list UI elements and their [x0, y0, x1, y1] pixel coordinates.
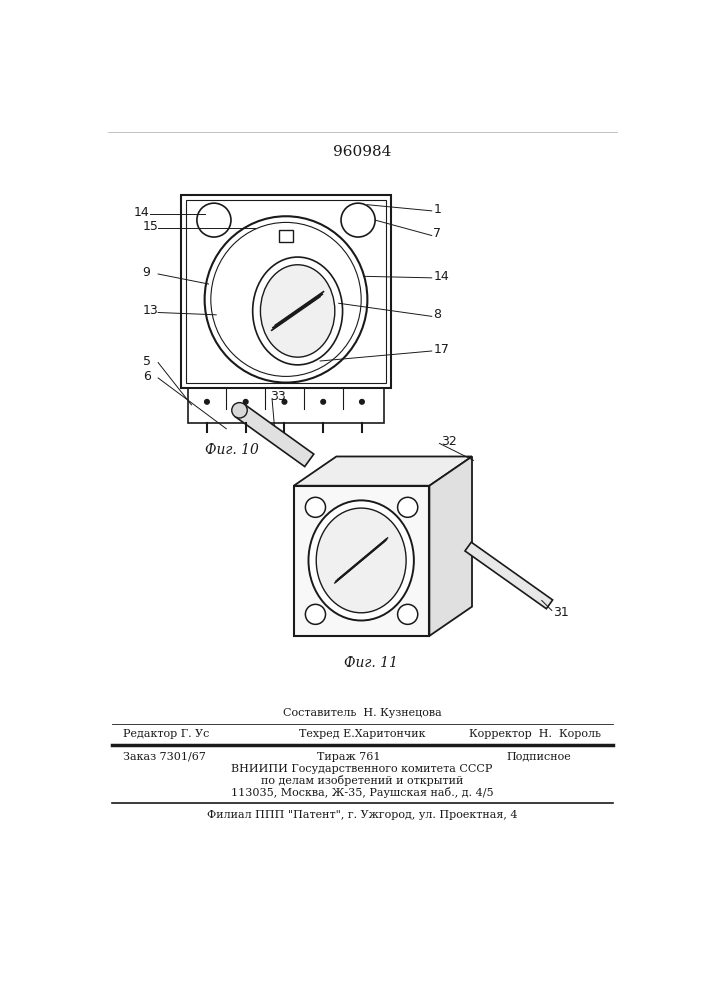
- Text: 31: 31: [554, 606, 569, 619]
- Bar: [187, 388, 385, 423]
- Text: 32: 32: [441, 435, 457, 448]
- Text: Филиал ППП "Патент", г. Ужгород, ул. Проектная, 4: Филиал ППП "Патент", г. Ужгород, ул. Про…: [206, 810, 518, 820]
- Circle shape: [397, 497, 418, 517]
- Polygon shape: [235, 404, 314, 467]
- Text: 14: 14: [433, 270, 449, 283]
- Circle shape: [232, 403, 247, 418]
- Text: по делам изобретений и открытий: по делам изобретений и открытий: [261, 775, 463, 786]
- Circle shape: [204, 400, 209, 404]
- Text: 960984: 960984: [333, 145, 391, 159]
- Circle shape: [305, 497, 325, 517]
- Circle shape: [360, 400, 364, 404]
- Text: 15: 15: [143, 220, 158, 233]
- Ellipse shape: [308, 500, 414, 620]
- Text: 7: 7: [433, 227, 441, 240]
- Circle shape: [243, 400, 248, 404]
- Circle shape: [321, 400, 325, 404]
- Text: 9: 9: [143, 266, 151, 279]
- Bar: [279, 230, 293, 242]
- Text: Редактор Г. Ус: Редактор Г. Ус: [123, 729, 209, 739]
- Text: Фиг. 10: Фиг. 10: [204, 443, 259, 457]
- Polygon shape: [429, 456, 472, 636]
- Circle shape: [282, 400, 287, 404]
- Circle shape: [305, 604, 325, 624]
- Text: 33: 33: [271, 390, 286, 403]
- Text: 13: 13: [143, 304, 158, 317]
- Text: Техред Е.Харитончик: Техред Е.Харитончик: [298, 729, 425, 739]
- Text: Тираж 761: Тираж 761: [317, 752, 380, 762]
- Polygon shape: [293, 456, 472, 486]
- Polygon shape: [465, 542, 553, 609]
- Text: 8: 8: [433, 308, 441, 321]
- Circle shape: [397, 604, 418, 624]
- Text: Подписное: Подписное: [507, 752, 572, 762]
- Text: Фиг. 11: Фиг. 11: [344, 656, 398, 670]
- Text: 14: 14: [134, 206, 149, 219]
- Ellipse shape: [316, 508, 406, 613]
- Text: Корректор  Н.  Король: Корректор Н. Король: [469, 729, 602, 739]
- Polygon shape: [293, 486, 429, 636]
- Text: Заказ 7301/67: Заказ 7301/67: [123, 752, 206, 762]
- Text: 1: 1: [433, 203, 441, 216]
- Text: 5: 5: [143, 355, 151, 368]
- Ellipse shape: [260, 265, 335, 357]
- Text: ВНИИПИ Государственного комитета СССР: ВНИИПИ Государственного комитета СССР: [231, 764, 493, 774]
- Text: 113035, Москва, Ж-35, Раушская наб., д. 4/5: 113035, Москва, Ж-35, Раушская наб., д. …: [230, 787, 493, 798]
- Text: Составитель  Н. Кузнецова: Составитель Н. Кузнецова: [283, 708, 441, 718]
- Text: 6: 6: [143, 370, 151, 383]
- Text: 17: 17: [433, 343, 449, 356]
- Ellipse shape: [252, 257, 343, 365]
